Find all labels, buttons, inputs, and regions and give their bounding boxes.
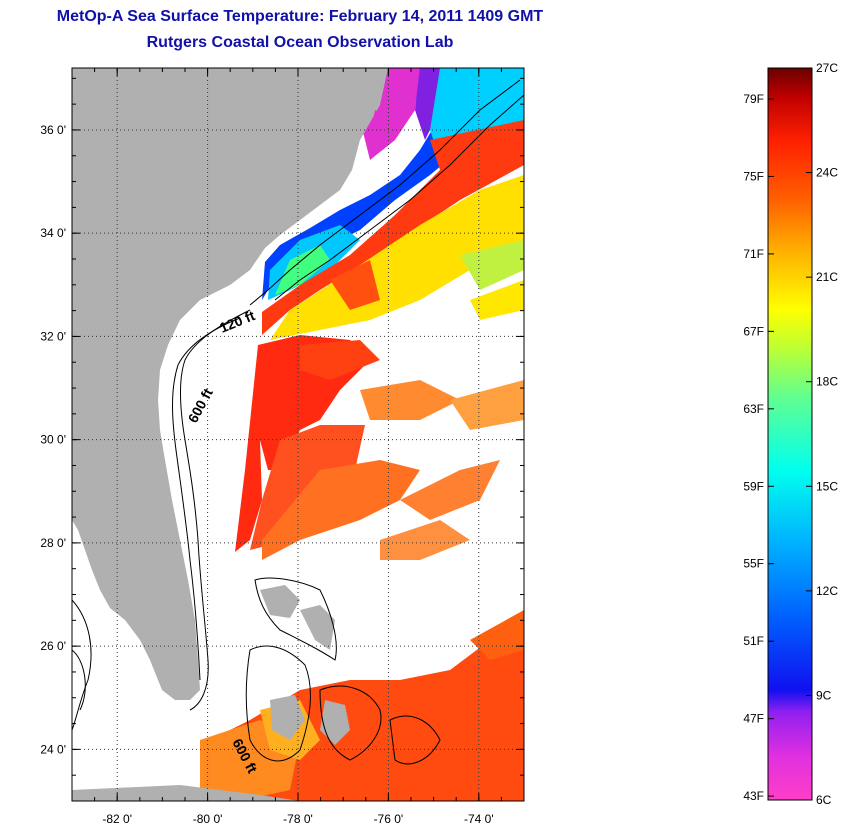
lat-tick-label: 26 0' — [40, 639, 66, 653]
lat-tick-label: 34 0' — [40, 226, 66, 240]
colorbar-c-label: 21C — [816, 270, 838, 284]
lat-tick-label: 32 0' — [40, 329, 66, 343]
colorbar-f-label: 75F — [743, 169, 764, 183]
colorbar-c-label: 9C — [816, 688, 832, 702]
colorbar-f-label: 79F — [743, 92, 764, 106]
colorbar-c-label: 24C — [816, 166, 838, 180]
lon-tick-label: -74 0' — [464, 812, 494, 826]
map-axes: -82 0' -80 0' -78 0' -76 0' -74 0' 36 0' 34 0'… — [40, 68, 525, 826]
colorbar-f-label: 67F — [743, 324, 764, 338]
colorbar-f-label: 71F — [743, 247, 764, 261]
lon-tick-label: -80 0' — [193, 812, 223, 826]
land-mask — [72, 68, 395, 801]
colorbar — [767, 67, 813, 801]
colorbar-f-label: 55F — [743, 557, 764, 571]
colorbar-c-label: 27C — [816, 61, 838, 75]
lon-tick-label: -76 0' — [374, 812, 404, 826]
colorbar-f-label: 63F — [743, 402, 764, 416]
lat-tick-label: 30 0' — [40, 433, 66, 447]
colorbar-f-label: 59F — [743, 479, 764, 493]
lat-tick-label: 36 0' — [40, 123, 66, 137]
colorbar-c-label: 12C — [816, 584, 838, 598]
colorbar-labels: 27C 24C 21C 18C 15C 12C 9C 6C 79F 75F 71F 67F 63F 59F… — [743, 61, 838, 807]
colorbar-f-label: 43F — [743, 789, 764, 803]
map-subtitle: Rutgers Coastal Ocean Observation Lab — [146, 34, 454, 51]
sst-data-layer — [200, 68, 524, 801]
lat-tick-label: 24 0' — [40, 742, 66, 756]
colorbar-f-label: 51F — [743, 634, 764, 648]
colorbar-c-label: 18C — [816, 375, 838, 389]
colorbar-c-label: 15C — [816, 479, 838, 493]
lon-tick-label: -78 0' — [283, 812, 313, 826]
map-title: MetOp-A Sea Surface Temperature: Februar… — [56, 8, 544, 25]
colorbar-f-label: 47F — [743, 712, 764, 726]
lat-lon-grid — [72, 68, 524, 801]
colorbar-c-label: 6C — [816, 793, 832, 807]
lon-tick-label: -82 0' — [102, 812, 132, 826]
lat-tick-label: 28 0' — [40, 536, 66, 550]
